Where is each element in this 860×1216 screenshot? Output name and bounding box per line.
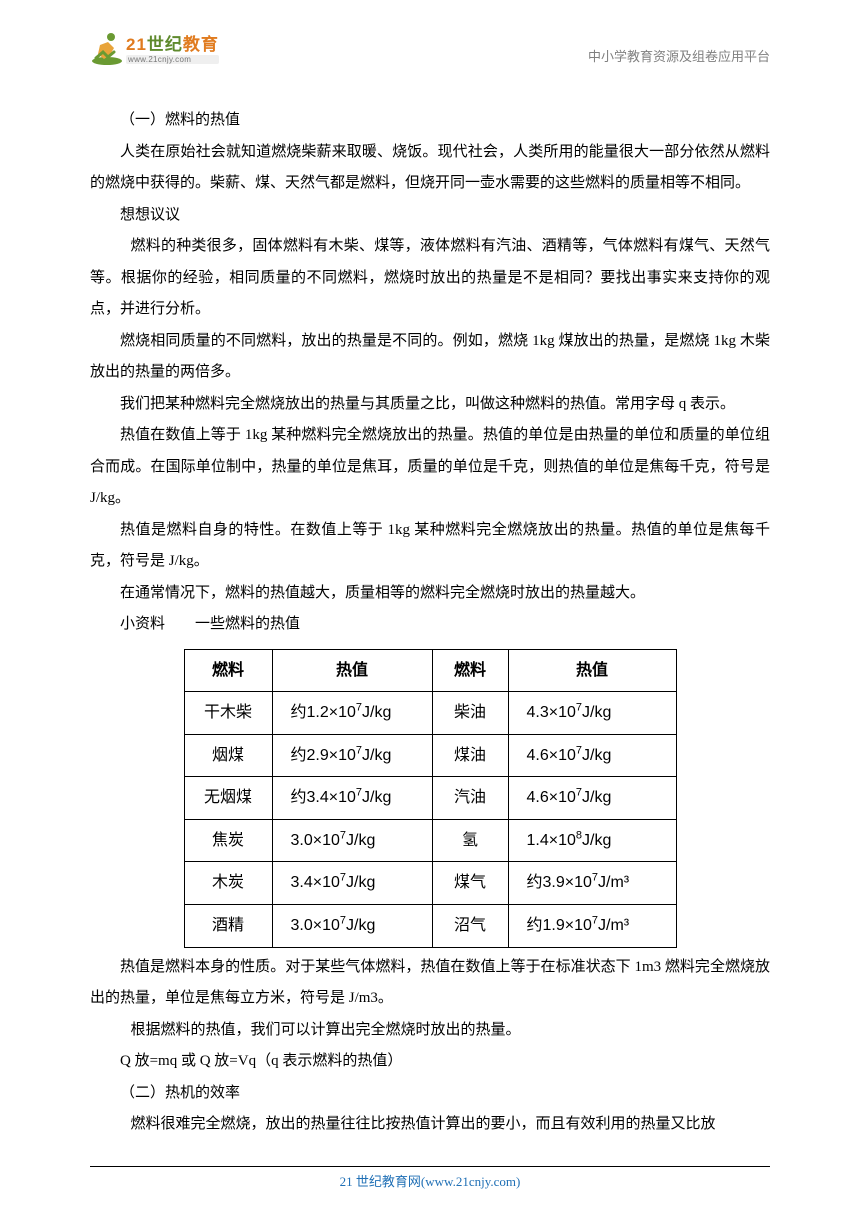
logo-text: 21世纪教育 www.21cnjy.com [126, 30, 219, 64]
heat-value: 4.3×107J/kg [508, 692, 676, 735]
page-footer: 21 世纪教育网(www.21cnjy.com) [0, 1166, 860, 1190]
section-heading-2: （二）热机的效率 [90, 1078, 770, 1110]
fuel-name: 干木柴 [184, 692, 272, 735]
table-row: 酒精3.0×107J/kg沼气约1.9×107J/m³ [184, 905, 676, 948]
fuel-name: 焦炭 [184, 819, 272, 862]
table-row: 焦炭3.0×107J/kg氢1.4×108J/kg [184, 819, 676, 862]
fuel-name: 煤油 [432, 734, 508, 777]
fuel-name: 煤气 [432, 862, 508, 905]
table-header: 热值 [508, 649, 676, 692]
formula: Q 放=mq 或 Q 放=Vq（q 表示燃料的热值） [90, 1046, 770, 1078]
paragraph: 根据燃料的热值，我们可以计算出完全燃烧时放出的热量。 [90, 1015, 770, 1047]
fuel-name: 烟煤 [184, 734, 272, 777]
heat-value: 约1.9×107J/m³ [508, 905, 676, 948]
table-row: 干木柴约1.2×107J/kg柴油4.3×107J/kg [184, 692, 676, 735]
heat-value: 4.6×107J/kg [508, 777, 676, 820]
paragraph: 热值在数值上等于 1kg 某种燃料完全燃烧放出的热量。热值的单位是由热量的单位和… [90, 420, 770, 515]
heat-value-table: 燃料 热值 燃料 热值 干木柴约1.2×107J/kg柴油4.3×107J/kg… [184, 649, 677, 948]
fuel-name: 氢 [432, 819, 508, 862]
heat-value: 约3.9×107J/m³ [508, 862, 676, 905]
logo-prefix: 21 [126, 35, 147, 54]
paragraph: 我们把某种燃料完全燃烧放出的热量与其质量之比，叫做这种燃料的热值。常用字母 q … [90, 389, 770, 421]
paragraph: 人类在原始社会就知道燃烧柴薪来取暖、烧饭。现代社会，人类所用的能量很大一部分依然… [90, 137, 770, 200]
heat-value: 3.4×107J/kg [272, 862, 432, 905]
page-header: 21世纪教育 www.21cnjy.com 中小学教育资源及组卷应用平台 [0, 30, 860, 66]
paragraph: 燃料很难完全燃烧，放出的热量往往比按热值计算出的要小，而且有效利用的热量又比放 [90, 1109, 770, 1141]
table-header: 热值 [272, 649, 432, 692]
table-row: 烟煤约2.9×107J/kg煤油4.6×107J/kg [184, 734, 676, 777]
table-row: 木炭3.4×107J/kg煤气约3.9×107J/m³ [184, 862, 676, 905]
paragraph: 热值是燃料本身的性质。对于某些气体燃料，热值在数值上等于在标准状态下 1m3 燃… [90, 952, 770, 1015]
heat-value: 约3.4×107J/kg [272, 777, 432, 820]
document-body: （一）燃料的热值 人类在原始社会就知道燃烧柴薪来取暖、烧饭。现代社会，人类所用的… [90, 105, 770, 1141]
paragraph: 热值是燃料自身的特性。在数值上等于 1kg 某种燃料完全燃烧放出的热量。热值的单… [90, 515, 770, 578]
fuel-name: 柴油 [432, 692, 508, 735]
header-subtitle: 中小学教育资源及组卷应用平台 [588, 46, 770, 65]
footer-site-url: (www.21cnjy.com) [421, 1174, 520, 1189]
footer-site-name: 21 世纪教育网 [340, 1174, 421, 1189]
fuel-name: 无烟煤 [184, 777, 272, 820]
logo-runner-icon [90, 30, 124, 66]
subheading-resource: 小资料 一些燃料的热值 [90, 609, 770, 641]
heat-value: 约1.2×107J/kg [272, 692, 432, 735]
logo-suffix: 世纪 [147, 35, 183, 54]
footer-text: 21 世纪教育网(www.21cnjy.com) [340, 1174, 521, 1189]
table-header-row: 燃料 热值 燃料 热值 [184, 649, 676, 692]
logo: 21世纪教育 www.21cnjy.com [90, 30, 219, 66]
logo-url: www.21cnjy.com [126, 55, 219, 64]
paragraph: 燃料的种类很多，固体燃料有木柴、煤等，液体燃料有汽油、酒精等，气体燃料有煤气、天… [90, 231, 770, 326]
fuel-name: 汽油 [432, 777, 508, 820]
heat-value: 约2.9×107J/kg [272, 734, 432, 777]
table-header: 燃料 [184, 649, 272, 692]
fuel-name: 沼气 [432, 905, 508, 948]
subheading-think: 想想议议 [90, 200, 770, 232]
logo-rest: 教育 [183, 35, 219, 54]
heat-value: 1.4×108J/kg [508, 819, 676, 862]
table-row: 无烟煤约3.4×107J/kg汽油4.6×107J/kg [184, 777, 676, 820]
paragraph: 在通常情况下，燃料的热值越大，质量相等的燃料完全燃烧时放出的热量越大。 [90, 578, 770, 610]
fuel-name: 酒精 [184, 905, 272, 948]
paragraph: 燃烧相同质量的不同燃料，放出的热量是不同的。例如，燃烧 1kg 煤放出的热量，是… [90, 326, 770, 389]
section-heading-1: （一）燃料的热值 [90, 105, 770, 137]
heat-value: 3.0×107J/kg [272, 905, 432, 948]
heat-value: 3.0×107J/kg [272, 819, 432, 862]
table-header: 燃料 [432, 649, 508, 692]
footer-divider [90, 1166, 770, 1167]
fuel-name: 木炭 [184, 862, 272, 905]
heat-value: 4.6×107J/kg [508, 734, 676, 777]
